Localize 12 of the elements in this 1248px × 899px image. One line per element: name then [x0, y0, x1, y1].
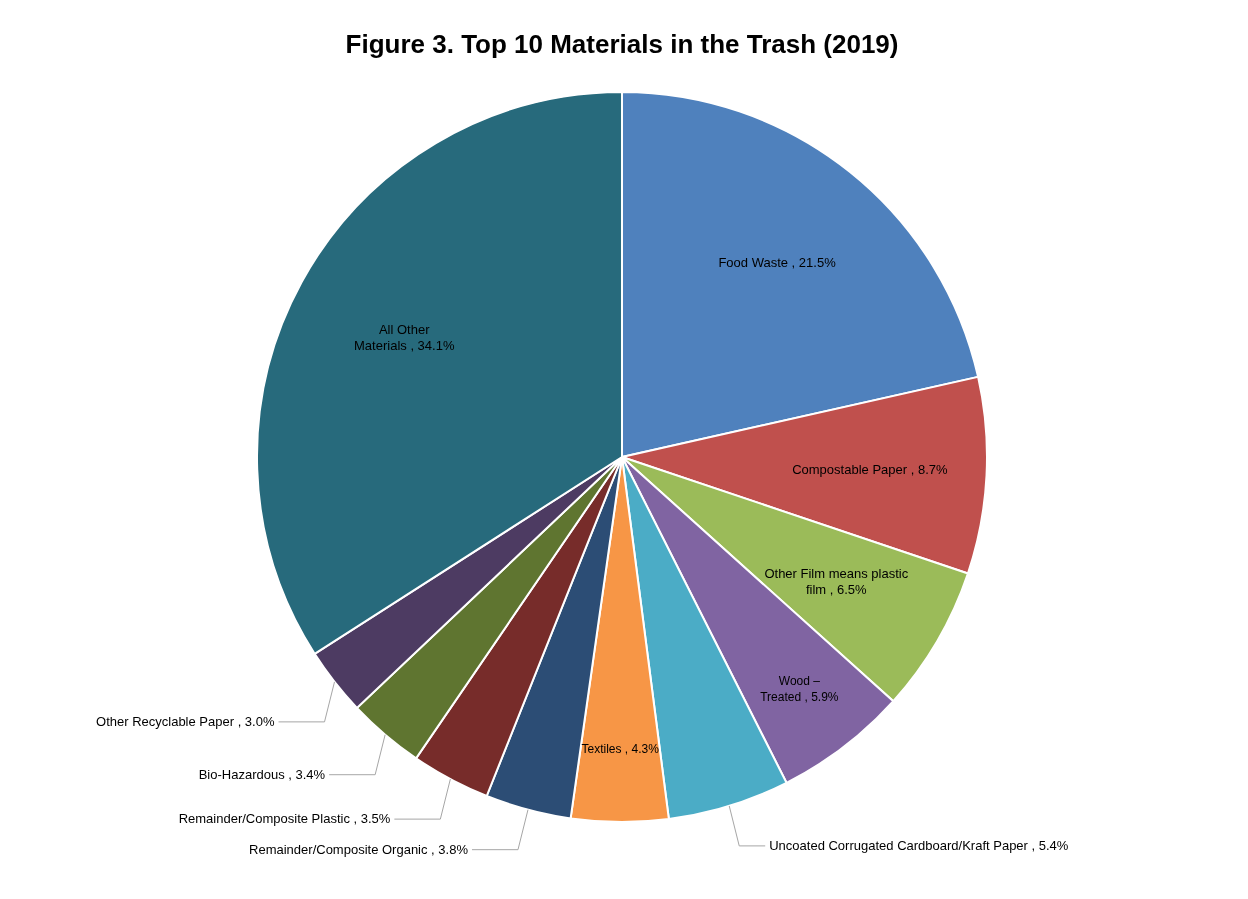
slice-label: Compostable Paper , 8.7%	[792, 461, 948, 477]
chart-title: Figure 3. Top 10 Materials in the Trash (2019)	[345, 29, 899, 59]
slice-label: Other Recyclable Paper , 3.0%	[96, 713, 275, 729]
slice-label: Textiles , 4.3%	[581, 741, 660, 756]
slice-label: Uncoated Corrugated Cardboard/Kraft Paper , 5.4%	[769, 837, 1069, 853]
slice-label: Remainder/Composite Plastic , 3.5%	[178, 811, 391, 827]
slice-label: Remainder/Composite Organic , 3.8%	[249, 841, 469, 857]
slice-label: Bio-Hazardous , 3.4%	[198, 766, 326, 782]
slice-label: Wood – Treated , 5.9%	[760, 673, 839, 704]
slice-label: Other Film means plastic film , 6.5%	[764, 566, 909, 598]
slice-label: Food Waste , 21.5%	[718, 255, 837, 271]
slice-label: All Other Materials , 34.1%	[354, 321, 455, 353]
